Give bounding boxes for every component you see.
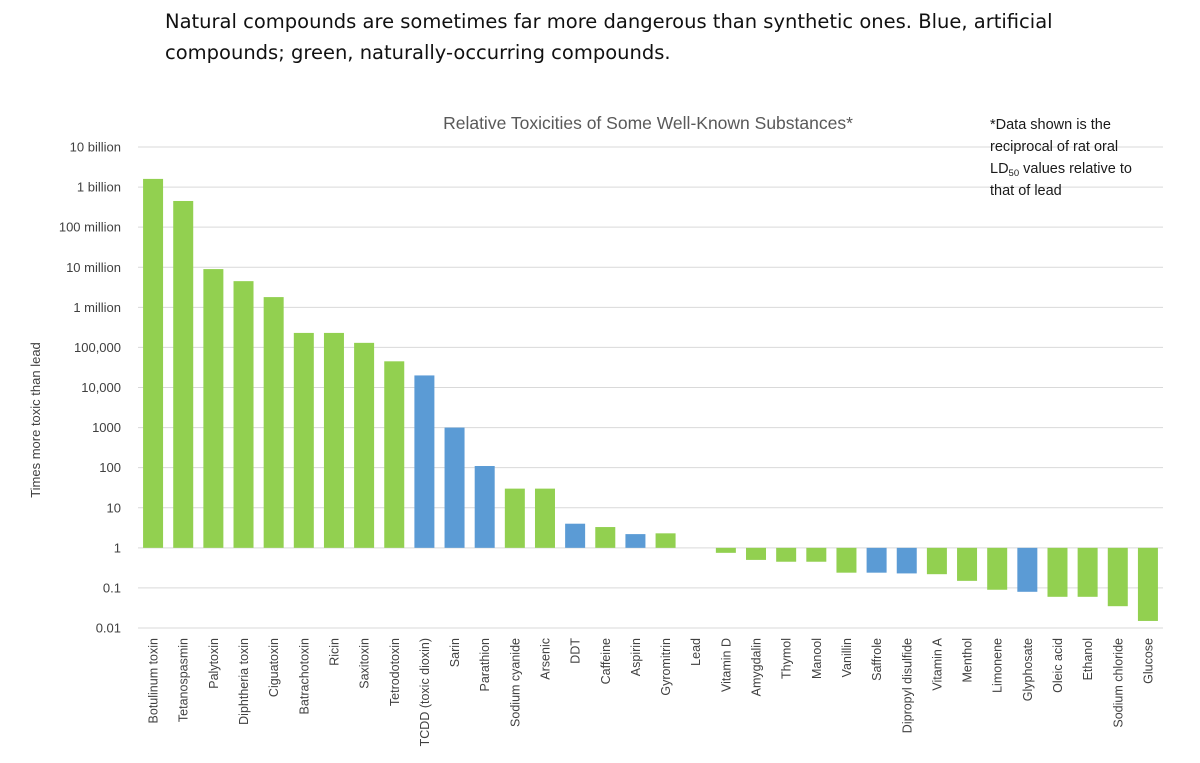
- y-tick-label: 100: [99, 460, 121, 475]
- x-tick-label: Amygdalin: [750, 638, 764, 696]
- bar: [203, 269, 224, 548]
- x-tick-label: Saxitoxin: [358, 638, 372, 689]
- x-tick-label: Dipropyl disulfide: [900, 638, 914, 733]
- x-tick-label: Vitamin A: [930, 637, 944, 690]
- y-tick-label: 1: [114, 540, 121, 555]
- y-tick-label: 10,000: [81, 380, 121, 395]
- bar: [173, 200, 194, 548]
- bar: [263, 297, 284, 548]
- x-tick-label: Glucose: [1141, 638, 1155, 684]
- figure-caption: Natural compounds are sometimes far more…: [165, 10, 1053, 64]
- bar: [806, 547, 827, 562]
- bar: [746, 547, 767, 560]
- y-tick-label: 10: [107, 500, 121, 515]
- x-tick-label: Oleic acid: [1051, 638, 1065, 693]
- bar: [1077, 547, 1098, 597]
- note-values: values relative to: [1019, 161, 1132, 177]
- x-tick-label: TCDD (toxic dioxin): [418, 638, 432, 746]
- x-tick-label: Parathion: [478, 638, 492, 692]
- bar: [354, 342, 375, 548]
- note-line-2: reciprocal of rat oral: [990, 139, 1118, 155]
- x-tick-label: DDT: [569, 638, 583, 664]
- bar: [323, 332, 344, 548]
- x-tick-label: Saffrole: [870, 638, 884, 681]
- bar: [504, 488, 525, 548]
- y-tick-label: 0.01: [96, 621, 121, 636]
- bar: [1137, 547, 1158, 621]
- y-tick-label: 1 billion: [77, 180, 121, 195]
- bar: [293, 332, 314, 548]
- bar: [534, 488, 555, 548]
- x-tick-label: Batrachotoxin: [297, 638, 311, 714]
- bar: [926, 547, 947, 575]
- x-tick-label: Sodium chloride: [1111, 638, 1125, 728]
- x-tick-label: Vanillin: [840, 638, 854, 677]
- x-tick-label: Thymol: [780, 638, 794, 679]
- bar: [715, 547, 736, 553]
- y-tick-label: 10 billion: [70, 140, 121, 155]
- x-tick-label: Tetanospasmin: [177, 638, 191, 722]
- data-note: *Data shown is the reciprocal of rat ora…: [990, 117, 1132, 199]
- note-line-4: that of lead: [990, 183, 1062, 199]
- bar: [474, 466, 495, 548]
- bar: [143, 178, 164, 548]
- x-tick-label: Aspirin: [629, 638, 643, 676]
- bar: [896, 547, 917, 574]
- x-tick-label: Palytoxin: [207, 638, 221, 689]
- bar: [987, 547, 1008, 590]
- x-tick-label: Lead: [689, 638, 703, 666]
- x-tick-label: Menthol: [961, 638, 975, 682]
- bar: [1047, 547, 1068, 597]
- bar: [957, 547, 978, 581]
- gridlines: [138, 146, 1163, 629]
- x-tick-label: Sarin: [448, 638, 462, 667]
- note-line-1: *Data shown is the: [990, 117, 1111, 133]
- x-tick-label: Ethanol: [1081, 638, 1095, 680]
- bar: [444, 427, 465, 548]
- chart-title: Relative Toxicities of Some Well-Known S…: [443, 113, 853, 133]
- x-tick-label: Tetrodotoxin: [388, 638, 402, 706]
- bar: [414, 375, 435, 548]
- x-tick-label: Manool: [810, 638, 824, 679]
- y-tick-label: 0.1: [103, 580, 121, 595]
- bars: [143, 178, 1158, 621]
- bar: [384, 361, 405, 548]
- note-line-3: LD50 values relative to: [990, 161, 1132, 179]
- x-tick-label: Arsenic: [538, 638, 552, 680]
- bar: [836, 547, 857, 573]
- x-tick-label: Ciguatoxin: [267, 638, 281, 697]
- y-axis-label: Times more toxic than lead: [28, 342, 43, 498]
- bar: [595, 527, 616, 548]
- y-tick-label: 10 million: [66, 260, 121, 275]
- bar: [1017, 547, 1038, 592]
- y-tick-label: 100,000: [74, 340, 121, 355]
- x-tick-label: Glyphosate: [1021, 638, 1035, 701]
- bar: [1107, 547, 1128, 607]
- bar: [565, 523, 586, 548]
- y-tick-label: 1000: [92, 420, 121, 435]
- x-tick-label: Caffeine: [599, 638, 613, 684]
- x-tick-label: Gyromitrin: [659, 638, 673, 696]
- bar: [655, 533, 676, 548]
- y-tick-label: 1 million: [73, 300, 121, 315]
- y-tick-label: 100 million: [59, 220, 121, 235]
- x-tick-label: Diphtheria toxin: [237, 638, 251, 725]
- bar: [866, 547, 887, 573]
- x-tick-label: Sodium cyanide: [508, 638, 522, 727]
- bar: [625, 534, 646, 548]
- x-axis-ticks: Botulinum toxin Tetanospasmin Palytoxin Dip…: [147, 637, 1156, 746]
- note-ld: LD: [990, 161, 1009, 177]
- x-tick-label: Ricin: [327, 638, 341, 666]
- bar: [776, 547, 797, 562]
- y-axis-ticks: 10 billion 1 billion 100 million 10 million…: [59, 140, 121, 636]
- x-tick-label: Limonene: [991, 638, 1005, 693]
- note-subscript: 50: [1009, 168, 1020, 179]
- bar: [233, 281, 254, 548]
- x-tick-label: Vitamin D: [719, 638, 733, 692]
- x-tick-label: Botulinum toxin: [147, 638, 161, 724]
